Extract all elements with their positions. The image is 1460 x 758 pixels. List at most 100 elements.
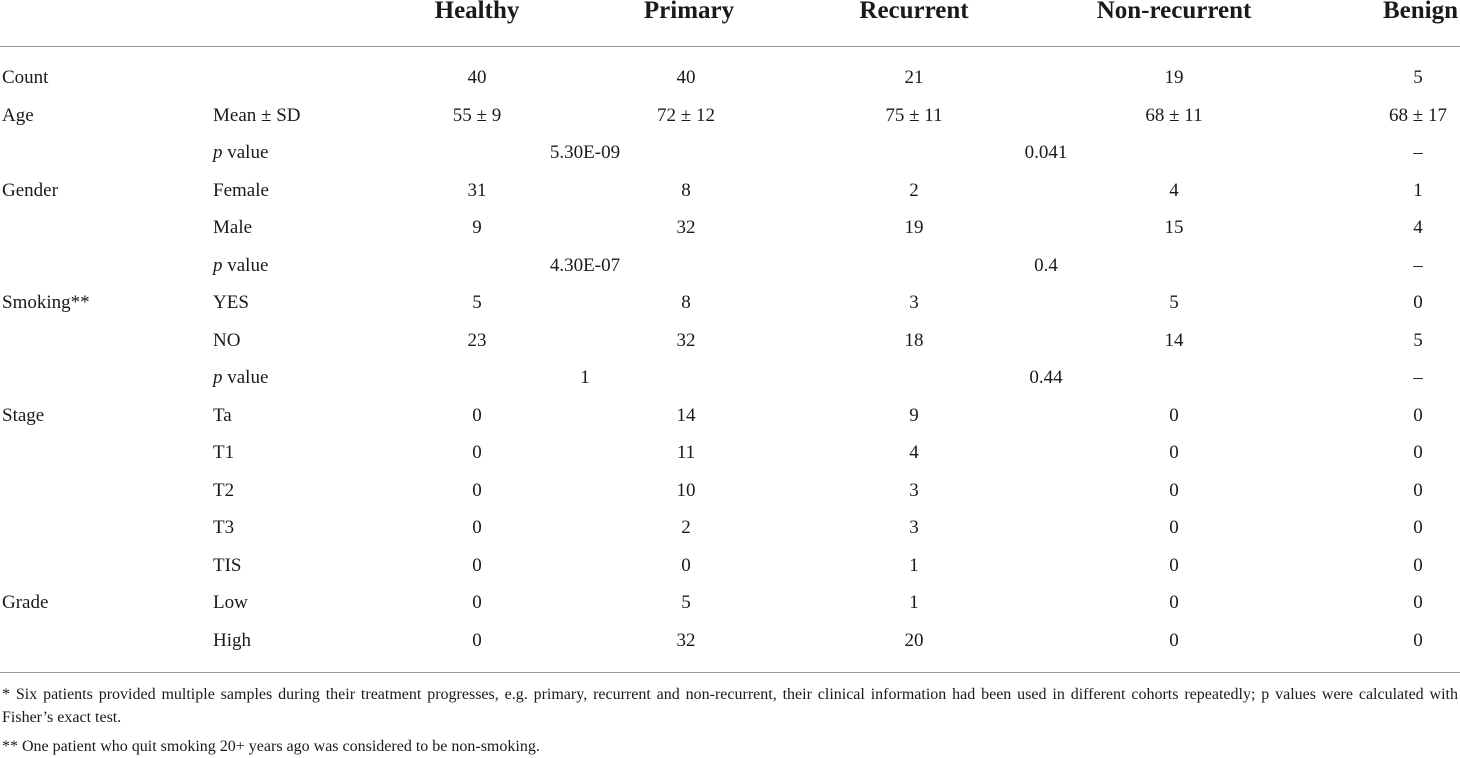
table-cell: 72 ± 12 (657, 104, 715, 126)
row-sublabel: T2 (213, 479, 235, 501)
table-row: T3 0 2 3 0 0 (0, 509, 1460, 546)
table-cell: 0 (472, 517, 482, 538)
table-cell: 19 (904, 217, 924, 238)
column-header-non-recurrent: Non-recurrent (1096, 0, 1252, 24)
column-header-recurrent: Recurrent (859, 0, 969, 24)
table-cell: 4 (909, 442, 919, 463)
table-cell: 21 (904, 67, 924, 88)
table-cell: 14 (1164, 329, 1184, 351)
table-cell: 3 (909, 517, 919, 538)
table-cell: 0 (472, 479, 482, 501)
table-cell: 32 (676, 629, 696, 651)
table-row: p value 1 0.44 – (0, 359, 1460, 396)
table-row: Grade Low 0 5 1 0 0 (0, 584, 1460, 621)
table-cell: 0 (1413, 629, 1423, 651)
row-label: Count (2, 67, 49, 88)
table-cell: 23 (467, 329, 487, 351)
table-cell: 1 (909, 554, 919, 576)
table-cell: 68 ± 17 (1389, 104, 1447, 126)
table-cell: 0 (1413, 479, 1423, 501)
table-cell: 9 (909, 404, 919, 426)
column-header-primary: Primary (643, 0, 735, 24)
table-cell: 8 (681, 292, 691, 313)
table-cell: 0 (1169, 629, 1179, 651)
row-label: Grade (2, 592, 49, 613)
row-sublabel: YES (213, 292, 249, 313)
table-cell: 0 (472, 592, 482, 613)
table-row: p value 4.30E-07 0.4 – (0, 247, 1460, 284)
p-value-cell: – (1413, 367, 1423, 388)
table-row: NO 23 32 18 14 5 (0, 322, 1460, 359)
table-cell: 31 (467, 179, 487, 201)
table-cell: 0 (1169, 592, 1179, 613)
header-rule (0, 46, 1460, 47)
table-row: Male 9 32 19 15 4 (0, 209, 1460, 246)
footnote-2: ** One patient who quit smoking 20+ year… (2, 738, 540, 755)
table-cell: 55 ± 9 (452, 104, 502, 126)
row-sublabel: p value (213, 367, 269, 388)
p-value-cell: – (1413, 254, 1423, 276)
table-cell: 15 (1164, 217, 1184, 238)
p-value-cell: 0.041 (1024, 142, 1068, 163)
table-cell: 5 (472, 292, 482, 313)
table-cell: 0 (1413, 404, 1423, 426)
p-value-cell: 0.4 (1034, 254, 1058, 276)
table-cell: 1 (909, 592, 919, 613)
row-sublabel: T1 (213, 442, 235, 463)
row-sublabel: Low (213, 592, 248, 613)
row-sublabel: T3 (213, 517, 235, 538)
p-value-cell: 1 (580, 367, 590, 388)
column-header-healthy: Healthy (434, 0, 520, 24)
footnote-1: * Six patients provided multiple samples… (2, 686, 1458, 726)
table-cell: 2 (909, 179, 919, 201)
table-cell: 0 (1169, 554, 1179, 576)
table-cell: 1 (1413, 179, 1423, 201)
table-cell: 4 (1413, 217, 1423, 238)
table-cell: 14 (676, 404, 696, 426)
table-cell: 0 (681, 554, 691, 576)
table-cell: 18 (904, 329, 924, 351)
italic-p: p (213, 254, 223, 276)
row-sublabel: Female (213, 179, 269, 201)
table-row: Gender Female 31 8 2 4 1 (0, 172, 1460, 209)
row-sublabel: p value (213, 142, 269, 163)
table-row: T1 0 11 4 0 0 (0, 434, 1460, 471)
table-cell: 32 (676, 217, 696, 238)
table-cell: 0 (472, 442, 482, 463)
italic-p: p (213, 367, 223, 388)
table-cell: 3 (909, 292, 919, 313)
table-row: T2 0 10 3 0 0 (0, 472, 1460, 509)
table-row: Count 40 40 21 19 5 (0, 59, 1460, 96)
row-label: Age (2, 104, 34, 126)
row-sublabel: High (213, 629, 251, 651)
p-value-cell: – (1413, 142, 1423, 163)
table-cell: 5 (1169, 292, 1179, 313)
row-label: Gender (2, 179, 58, 201)
row-sublabel: TIS (213, 554, 242, 576)
p-value-cell: 5.30E-09 (549, 142, 621, 163)
table-cell: 4 (1169, 179, 1179, 201)
row-sublabel: Male (213, 217, 253, 238)
table-cell: 10 (676, 479, 696, 501)
table-cell: 68 ± 11 (1145, 104, 1203, 126)
table-cell: 40 (676, 67, 696, 88)
row-label: Smoking** (2, 292, 90, 313)
table-cell: 19 (1164, 67, 1184, 88)
table-cell: 0 (1169, 442, 1179, 463)
table-cell: 0 (472, 554, 482, 576)
table-cell: 5 (681, 592, 691, 613)
table-cell: 0 (1413, 592, 1423, 613)
table-cell: 0 (472, 404, 482, 426)
table-cell: 0 (1413, 517, 1423, 538)
row-sublabel: Ta (213, 404, 232, 426)
row-sublabel: NO (213, 329, 241, 351)
table-row: High 0 32 20 0 0 (0, 622, 1460, 659)
table-cell: 2 (681, 517, 691, 538)
p-value-cell: 4.30E-07 (549, 254, 621, 276)
row-sublabel: p value (213, 254, 269, 276)
table-row: Age Mean ± SD 55 ± 9 72 ± 12 75 ± 11 68 ± 11 6… (0, 97, 1460, 134)
italic-p: p (213, 142, 223, 163)
row-sublabel: Mean ± SD (213, 104, 301, 126)
table-cell: 0 (1413, 442, 1423, 463)
